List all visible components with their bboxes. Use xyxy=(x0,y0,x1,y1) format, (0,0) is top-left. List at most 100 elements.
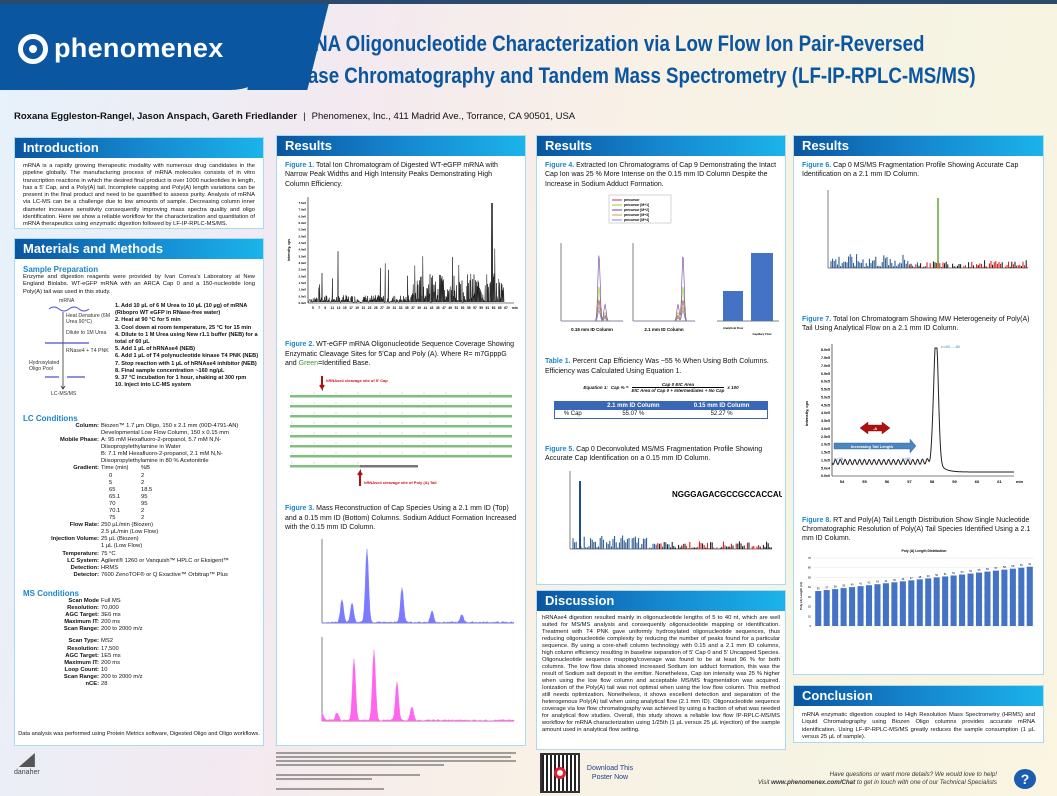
y-tick-label: 6.5e6 xyxy=(298,215,306,219)
y-tick-label: 3.5e6 xyxy=(298,255,306,259)
figure-3-caption: Figure 3. Mass Reconstruction of Cap Spe… xyxy=(277,504,525,532)
x-tick-label: 49 xyxy=(448,306,452,310)
x-tick-label: 9 xyxy=(324,306,326,310)
conclusion-heading: Conclusion xyxy=(794,686,1043,706)
x-tick-label: 58 xyxy=(930,479,935,484)
condition-value: 7600 ZenoTOF® or Q Exactive™ Orbitrap™ P… xyxy=(101,571,228,578)
y-tick-label: 5.0e5 xyxy=(821,395,830,399)
polya-cleavage-arrow xyxy=(357,469,363,487)
figure-3-mass-reconstruction xyxy=(321,538,515,721)
chat-link[interactable]: www.phenomenex.com/Chat xyxy=(771,779,856,786)
download-poster-link[interactable]: Download This Poster Now xyxy=(586,765,634,781)
x-tick-label: 57 xyxy=(473,306,477,310)
spectrum-top xyxy=(321,548,515,623)
mrna-wave xyxy=(48,306,90,312)
title-line-1: mRNA Oligonucleotide Characterization vi… xyxy=(284,31,925,56)
figure-label: Figure 7. xyxy=(802,315,832,323)
x-tick-label: 67 xyxy=(504,306,508,310)
tic-trace xyxy=(307,203,505,304)
bar-value-label: 54 xyxy=(969,569,972,573)
condition-label: AGC Target: xyxy=(65,652,99,659)
y-axis-label: Intensity, cps xyxy=(287,239,291,261)
bar-value-label: 38 xyxy=(834,584,837,588)
table-1-cap-efficiency: 2.1 mm ID Column 0.15 mm ID Column % Cap 5… xyxy=(554,401,768,420)
bar xyxy=(840,587,847,626)
prep-step: 8. Final sample concentration ~160 ng/µL xyxy=(115,367,225,374)
x-tick-label: 17 xyxy=(349,306,353,310)
methods-panel: Materials and Methods Sample Preparation… xyxy=(14,238,264,746)
bar-category: Capillary Flow xyxy=(753,332,773,336)
condition-label xyxy=(23,451,99,465)
bar-value-label: 49 xyxy=(927,574,930,578)
sequence-row xyxy=(290,415,512,418)
gradient-time: 0 xyxy=(109,472,113,479)
introduction-heading: Introduction xyxy=(15,138,263,158)
n-label: n=60.....80 xyxy=(941,344,961,349)
gradient-label: Gradient: xyxy=(73,465,99,472)
figure-2-sequence-coverage: hRNAse4 cleavage site of 5' Cap hRNAse4 … xyxy=(290,376,512,487)
figure-6-caption: Figure 6. Cap 0 MS/MS Fragmentation Prof… xyxy=(794,161,1043,180)
x-tick-label: 59 xyxy=(479,306,483,310)
condition-label: Resolution: xyxy=(67,605,99,612)
condition-label: Scan Type: xyxy=(68,638,100,645)
y-tick-label: 7.5e5 xyxy=(821,356,830,360)
equation-label: Equation 1: xyxy=(583,385,608,391)
condition-value: MS2 xyxy=(101,638,113,645)
caption-text: Total Ion Chromatogram Showing MW Hetero… xyxy=(802,315,1030,333)
y-tick-label: 4.5e5 xyxy=(821,403,830,407)
help-chat-icon[interactable]: ? xyxy=(1014,769,1036,789)
gradient-time: 70.1 xyxy=(109,508,121,515)
condition-label: Temperature: xyxy=(62,550,99,557)
discussion-text: hRNAse4 digestion resulted mainly in oli… xyxy=(542,615,780,733)
x-tick-label: 65 xyxy=(498,306,502,310)
caption-text: Total Ion Chromatogram of Digested WT-eG… xyxy=(285,162,498,188)
lc-conditions: Column: Biozen™ 1.7 µm Oligo, 150 x 2.1 m… xyxy=(15,423,263,466)
x-tick-label: 60 xyxy=(975,479,980,484)
condition-label: Flow Rate: xyxy=(69,522,99,529)
bar xyxy=(933,577,940,626)
figure-label: Figure 1. xyxy=(285,162,315,169)
y-tick-label: 8.0e5 xyxy=(821,348,830,352)
x-tick-label: 19 xyxy=(355,306,359,310)
prep-step: 7. Stop reaction with 1 µL of hRNAse4 in… xyxy=(115,360,257,367)
gradient-b: 18.5 xyxy=(141,486,153,493)
y-tick-label: 3.5e5 xyxy=(821,419,830,423)
bar-value-label: 52 xyxy=(952,571,955,575)
bar-value-label: 57 xyxy=(994,566,997,570)
results-heading: Results xyxy=(537,136,785,156)
condition-value: Developmental Low Flow Column, 150 x 0.1… xyxy=(101,429,229,436)
condition-value: 200 to 2000 m/z xyxy=(101,673,143,680)
equation-1: Equation 1: Cap % = Cap 0 EIC Area EIC Are… xyxy=(537,382,785,393)
equation-fraction: Cap 0 EIC Area EIC Area of Cap 0 + Interm… xyxy=(631,382,725,393)
gradient-time: 65 xyxy=(109,486,116,493)
help-text-part: to get in touch with one of our Technica… xyxy=(855,779,997,786)
condition-value: Biozen™ 1.7 µm Oligo, 150 x 2.1 mm (00D-… xyxy=(101,422,239,429)
bar-value-label: 36 xyxy=(817,586,820,590)
bar-value-label: 43 xyxy=(876,580,879,584)
condition-label: Maximum IT: xyxy=(64,619,99,626)
x-tick-label: 51 xyxy=(455,306,459,310)
y-tick-label: 0 xyxy=(809,624,811,628)
qr-code[interactable] xyxy=(540,753,580,793)
sequence-row xyxy=(290,445,512,448)
condition-value: B: 7.1 mM Hexafluoro-2-propanol, 2.1 mM … xyxy=(101,451,223,465)
prep-step: 4. Dilute to 1 M Urea using New r1.1 buf… xyxy=(115,331,258,346)
gradient-b: 2 xyxy=(141,472,145,479)
diagram-graphics xyxy=(45,306,90,390)
bar-value-label: 61 xyxy=(1028,562,1031,566)
diagram-label: Heat Denature (6M Urea 90°C) xyxy=(66,313,111,325)
danaher-logo: danaher xyxy=(14,753,40,776)
bar-category: Analytical Flow xyxy=(723,326,744,330)
logo-banner xyxy=(0,4,290,90)
prep-step: 9. 37 °C incubation for 1 hour, shaking … xyxy=(115,375,247,382)
condition-value: 75 °C xyxy=(101,550,116,557)
sample-prep-steps: 1. Add 10 µL of 6 M Urea to 10 µL (10 µg… xyxy=(115,303,261,389)
bar-value-label: 40 xyxy=(851,582,854,586)
figure-7-caption: Figure 7. Total Ion Chromatogram Showing… xyxy=(794,315,1043,334)
figure-8-caption: Figure 8. RT and Poly(A) Tail Length Dis… xyxy=(794,516,1043,544)
figure-label: Figure 8. xyxy=(802,516,832,524)
bar xyxy=(925,578,932,626)
eic-trace xyxy=(633,256,695,322)
bar-value-label: 42 xyxy=(868,581,871,585)
